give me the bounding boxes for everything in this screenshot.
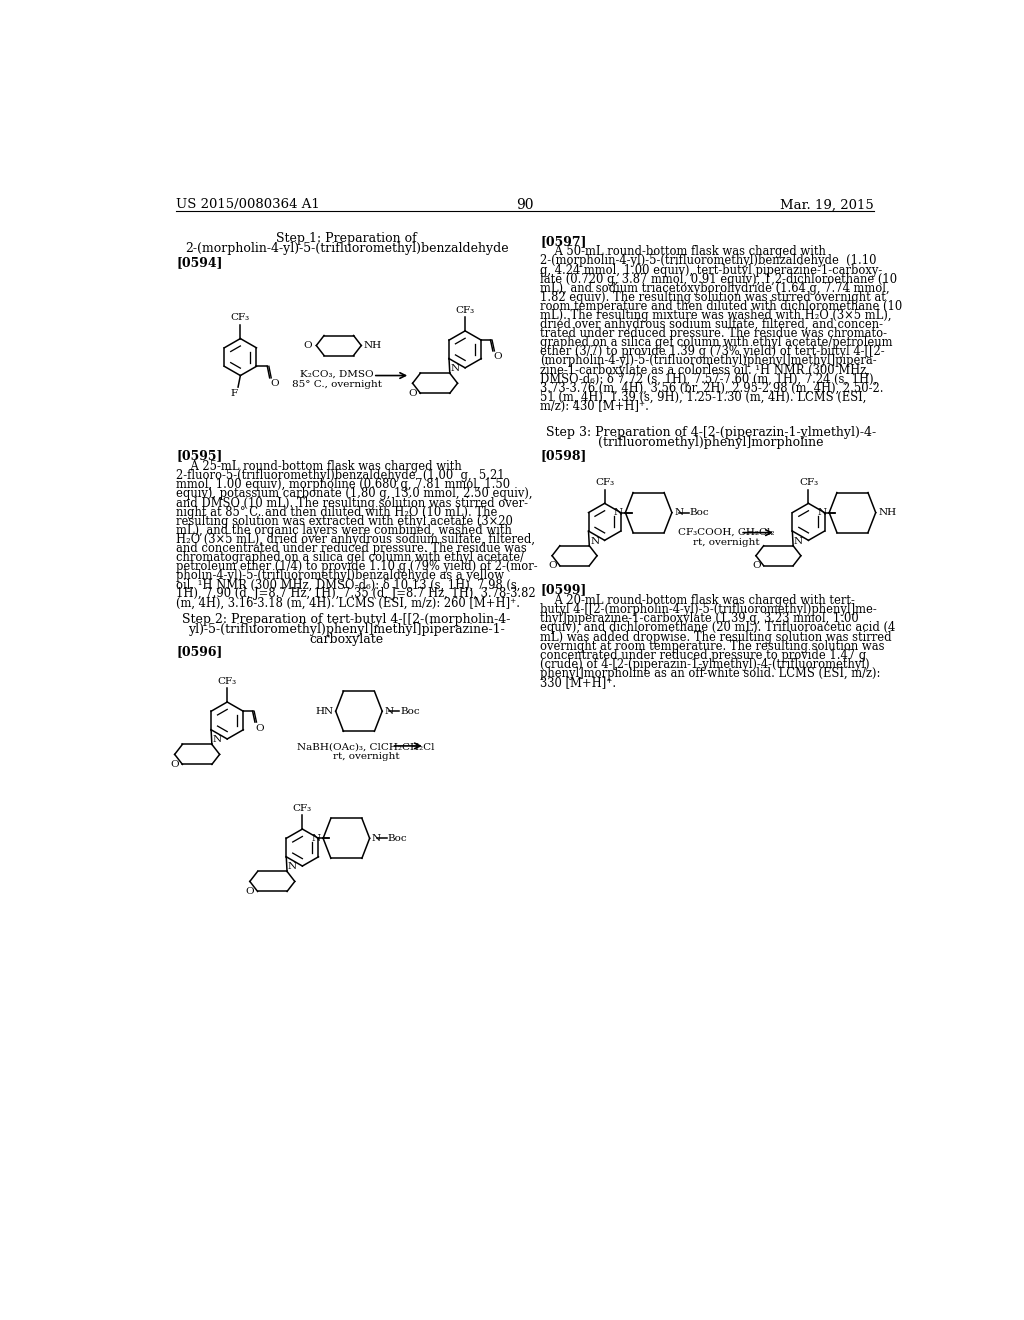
Text: N: N — [818, 508, 827, 517]
Text: phenyl]morpholine as an off-white solid. LCMS (ESI, m/z):: phenyl]morpholine as an off-white solid.… — [541, 667, 881, 680]
Text: 85° C., overnight: 85° C., overnight — [292, 380, 382, 389]
Text: equiv), and dichloromethane (20 mL). Trifluoroacetic acid (4: equiv), and dichloromethane (20 mL). Tri… — [541, 622, 896, 635]
Text: (m, 4H), 3.16-3.18 (m, 4H). LCMS (ESI, m/z): 260 [M+H]⁺.: (m, 4H), 3.16-3.18 (m, 4H). LCMS (ESI, m… — [176, 597, 520, 610]
Text: 330 [M+H]⁺.: 330 [M+H]⁺. — [541, 676, 616, 689]
Text: [0598]: [0598] — [541, 449, 587, 462]
Text: N: N — [288, 862, 297, 871]
Text: 2-fluoro-5-(trifluoromethyl)benzaldehyde  (1.00  g,  5.21: 2-fluoro-5-(trifluoromethyl)benzaldehyde… — [176, 470, 505, 482]
Text: mL), and sodium triacetoxyborohydride (1.64 g, 7.74 mmol,: mL), and sodium triacetoxyborohydride (1… — [541, 281, 890, 294]
Text: m/z): 430 [M+H]⁺.: m/z): 430 [M+H]⁺. — [541, 400, 649, 413]
Text: rt, overnight: rt, overnight — [693, 539, 760, 546]
Text: N: N — [674, 508, 683, 517]
Text: yl)-5-(trifluoromethyl)phenyl]methyl]piperazine-1-: yl)-5-(trifluoromethyl)phenyl]methyl]pip… — [188, 623, 505, 636]
Text: 2-(morpholin-4-yl)-5-(trifluoromethyl)benzaldehyde: 2-(morpholin-4-yl)-5-(trifluoromethyl)be… — [184, 242, 508, 255]
Text: N: N — [213, 735, 222, 744]
Text: (crude) of 4-[2-(piperazin-1-ylmethyl)-4-(trifluoromethyl): (crude) of 4-[2-(piperazin-1-ylmethyl)-4… — [541, 657, 870, 671]
Text: O: O — [304, 341, 312, 350]
Text: NH: NH — [878, 508, 896, 517]
Text: A 50-mL round-bottom flask was charged with: A 50-mL round-bottom flask was charged w… — [541, 246, 826, 259]
Text: night at 85° C. and then diluted with H₂O (10 mL). The: night at 85° C. and then diluted with H₂… — [176, 506, 498, 519]
Text: O: O — [256, 723, 264, 733]
Text: late (0.720 g, 3.87 mmol, 0.91 equiv), 1,2-dichloroethane (10: late (0.720 g, 3.87 mmol, 0.91 equiv), 1… — [541, 273, 897, 285]
Text: mL), and the organic layers were combined, washed with: mL), and the organic layers were combine… — [176, 524, 512, 537]
Text: CF₃: CF₃ — [293, 804, 312, 813]
Text: H₂O (3×5 mL), dried over anhydrous sodium sulfate, filtered,: H₂O (3×5 mL), dried over anhydrous sodiu… — [176, 533, 536, 546]
Text: g, 4.24 mmol, 1.00 equiv), tert-butyl piperazine-1-carboxy-: g, 4.24 mmol, 1.00 equiv), tert-butyl pi… — [541, 264, 883, 277]
Text: Boc: Boc — [690, 508, 710, 517]
Text: 2-(morpholin-4-yl)-5-(trifluoromethyl)benzaldehyde  (1.10: 2-(morpholin-4-yl)-5-(trifluoromethyl)be… — [541, 255, 877, 268]
Text: [0596]: [0596] — [176, 645, 222, 659]
Text: US 2015/0080364 A1: US 2015/0080364 A1 — [176, 198, 319, 211]
Text: O: O — [409, 389, 417, 397]
Text: Step 3: Preparation of 4-[2-(piperazin-1-ylmethyl)-4-: Step 3: Preparation of 4-[2-(piperazin-1… — [546, 425, 876, 438]
Text: Step 2: Preparation of tert-butyl 4-[[2-(morpholin-4-: Step 2: Preparation of tert-butyl 4-[[2-… — [182, 612, 511, 626]
Text: CF₃: CF₃ — [799, 478, 818, 487]
Text: NH: NH — [364, 341, 382, 350]
Text: and DMSO (10 mL). The resulting solution was stirred over-: and DMSO (10 mL). The resulting solution… — [176, 496, 528, 510]
Text: overnight at room temperature. The resulting solution was: overnight at room temperature. The resul… — [541, 640, 885, 652]
Text: CF₃COOH, CH₂Cl₂: CF₃COOH, CH₂Cl₂ — [678, 528, 774, 537]
Text: O: O — [270, 379, 280, 388]
Text: N: N — [372, 834, 381, 842]
Text: N: N — [794, 537, 803, 545]
Text: N: N — [385, 706, 393, 715]
Text: 3.73-3.76 (m, 4H), 3.56 (br, 2H), 2.95-2.98 (m, 4H), 2.50-2.: 3.73-3.76 (m, 4H), 3.56 (br, 2H), 2.95-2… — [541, 381, 884, 395]
Text: Step 1: Preparation of: Step 1: Preparation of — [276, 231, 417, 244]
Text: [0594]: [0594] — [176, 256, 222, 269]
Text: A 25-mL round-bottom flask was charged with: A 25-mL round-bottom flask was charged w… — [176, 461, 462, 474]
Text: CF₃: CF₃ — [456, 306, 475, 314]
Text: mL). The resulting mixture was washed with H₂O (3×5 mL),: mL). The resulting mixture was washed wi… — [541, 309, 892, 322]
Text: DMSO-d₆): δ 7.72 (s, 1H), 7.57-7.60 (m, 1H), 7.24 (s, 1H),: DMSO-d₆): δ 7.72 (s, 1H), 7.57-7.60 (m, … — [541, 372, 878, 385]
Text: room temperature and then diluted with dichloromethane (10: room temperature and then diluted with d… — [541, 300, 902, 313]
Text: (morpholin-4-yl)-5-(trifluoromethyl)phenyl]methyl]pipera-: (morpholin-4-yl)-5-(trifluoromethyl)phen… — [541, 355, 877, 367]
Text: rt, overnight: rt, overnight — [333, 752, 399, 762]
Text: thyl]piperazine-1-carboxylate (1.39 g, 3.23 mmol, 1.00: thyl]piperazine-1-carboxylate (1.39 g, 3… — [541, 612, 859, 626]
Text: N: N — [311, 834, 321, 842]
Text: 90: 90 — [516, 198, 534, 213]
Text: and concentrated under reduced pressure. The residue was: and concentrated under reduced pressure.… — [176, 543, 526, 554]
Text: O: O — [246, 887, 255, 896]
Text: A 20-mL round-bottom flask was charged with tert-: A 20-mL round-bottom flask was charged w… — [541, 594, 855, 607]
Text: equiv), potassium carbonate (1.80 g, 13.0 mmol, 2.50 equiv),: equiv), potassium carbonate (1.80 g, 13.… — [176, 487, 532, 500]
Text: F: F — [230, 389, 238, 399]
Text: pholin-4-yl)-5-(trifluoromethyl)benzaldehyde as a yellow: pholin-4-yl)-5-(trifluoromethyl)benzalde… — [176, 569, 504, 582]
Text: N: N — [590, 537, 599, 545]
Text: ether (3/7) to provide 1.39 g (73% yield) of tert-butyl 4-[[2-: ether (3/7) to provide 1.39 g (73% yield… — [541, 346, 885, 358]
Text: O: O — [548, 561, 557, 570]
Text: N: N — [614, 508, 623, 517]
Text: zine-1-carboxylate as a colorless oil. ¹H NMR (300 MHz,: zine-1-carboxylate as a colorless oil. ¹… — [541, 363, 870, 376]
Text: 1.82 equiv). The resulting solution was stirred overnight at: 1.82 equiv). The resulting solution was … — [541, 290, 886, 304]
Text: O: O — [752, 561, 761, 570]
Text: trated under reduced pressure. The residue was chromato-: trated under reduced pressure. The resid… — [541, 327, 888, 341]
Text: concentrated under reduced pressure to provide 1.47 g: concentrated under reduced pressure to p… — [541, 648, 866, 661]
Text: [0597]: [0597] — [541, 235, 587, 248]
Text: mL) was added dropwise. The resulting solution was stirred: mL) was added dropwise. The resulting so… — [541, 631, 892, 644]
Text: CF₃: CF₃ — [595, 478, 614, 487]
Text: N: N — [451, 364, 460, 374]
Text: O: O — [171, 760, 179, 768]
Text: (trifluoromethyl)phenyl]morpholine: (trifluoromethyl)phenyl]morpholine — [598, 436, 823, 449]
Text: [0595]: [0595] — [176, 449, 222, 462]
Text: 1H), 7.90 (d, J=8.7 Hz, 1H), 7.35 (d, J=8.7 Hz, 1H), 3.78-3.82: 1H), 7.90 (d, J=8.7 Hz, 1H), 7.35 (d, J=… — [176, 587, 536, 601]
Text: Boc: Boc — [387, 834, 408, 842]
Text: petroleum ether (1/4) to provide 1.10 g (79% yield) of 2-(mor-: petroleum ether (1/4) to provide 1.10 g … — [176, 560, 538, 573]
Text: O: O — [494, 352, 502, 362]
Text: HN: HN — [315, 706, 334, 715]
Text: [0599]: [0599] — [541, 583, 587, 597]
Text: CF₃: CF₃ — [218, 677, 237, 686]
Text: butyl 4-[[2-(morpholin-4-yl)-5-(trifluoromethyl)phenyl]me-: butyl 4-[[2-(morpholin-4-yl)-5-(trifluor… — [541, 603, 877, 616]
Text: dried over anhydrous sodium sulfate, filtered, and concen-: dried over anhydrous sodium sulfate, fil… — [541, 318, 884, 331]
Text: resulting solution was extracted with ethyl acetate (3×20: resulting solution was extracted with et… — [176, 515, 513, 528]
Text: carboxylate: carboxylate — [309, 632, 384, 645]
Text: Mar. 19, 2015: Mar. 19, 2015 — [780, 198, 873, 211]
Text: mmol, 1.00 equiv), morpholine (0.680 g, 7.81 mmol, 1.50: mmol, 1.00 equiv), morpholine (0.680 g, … — [176, 478, 510, 491]
Text: 51 (m, 4H), 1.39 (s, 9H), 1.25-1.30 (m, 4H). LCMS (ESI,: 51 (m, 4H), 1.39 (s, 9H), 1.25-1.30 (m, … — [541, 391, 866, 404]
Text: graphed on a silica gel column with ethyl acetate/petroleum: graphed on a silica gel column with ethy… — [541, 337, 893, 350]
Text: oil. ¹H NMR (300 MHz, DMSO-d₆): δ 10.13 (s, 1H), 7.98 (s,: oil. ¹H NMR (300 MHz, DMSO-d₆): δ 10.13 … — [176, 578, 520, 591]
Text: NaBH(OAc)₃, ClCH₂CH₂Cl: NaBH(OAc)₃, ClCH₂CH₂Cl — [297, 742, 434, 751]
Text: chromatographed on a silica gel column with ethyl acetate/: chromatographed on a silica gel column w… — [176, 552, 524, 564]
Text: K₂CO₃, DMSO: K₂CO₃, DMSO — [300, 370, 374, 379]
Text: CF₃: CF₃ — [230, 313, 250, 322]
Text: Boc: Boc — [400, 706, 420, 715]
